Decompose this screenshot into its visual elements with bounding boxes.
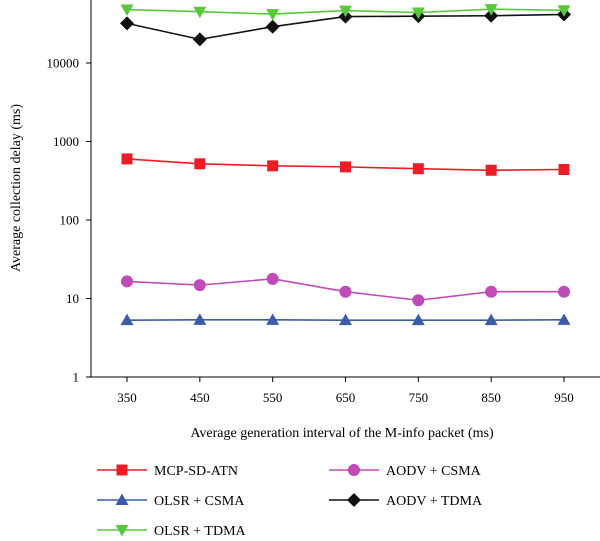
data-point: [485, 285, 498, 298]
x-tick-label: 650: [336, 390, 356, 405]
series-3: [120, 313, 571, 326]
legend-marker: [115, 525, 129, 537]
data-point: [557, 313, 571, 325]
legend-marker: [347, 493, 361, 507]
y-ticks: 1 10 100 1000 10000: [47, 56, 91, 385]
legend-marker: [116, 464, 128, 476]
data-point: [266, 313, 280, 325]
data-point: [266, 9, 280, 21]
data-point: [339, 5, 352, 18]
legend-marker: [348, 464, 360, 476]
y-tick-label: 1000: [53, 134, 79, 149]
x-ticks: 350 450 550 650 750 850 950: [117, 377, 574, 405]
legend-item: MCP-SD-ATN: [97, 464, 238, 479]
legend: MCP-SD-ATN AODV + CSMA OLSR + CSMA AODV + T…: [97, 464, 483, 539]
data-point: [266, 272, 279, 285]
legend-item: AODV + TDMA: [329, 493, 483, 509]
data-point: [120, 4, 134, 17]
x-tick-label: 850: [481, 390, 501, 405]
series-5: [120, 4, 571, 21]
series-1: [121, 153, 570, 176]
y-tick-label: 10: [66, 291, 79, 306]
y-tick-label: 1: [73, 370, 80, 385]
legend-label: AODV + TDMA: [386, 494, 483, 509]
axes: 1 10 100 1000 10000 350 450 550 650 750 850 950: [47, 0, 600, 405]
legend-marker: [115, 493, 129, 505]
data-point: [411, 7, 425, 19]
data-point: [193, 313, 207, 325]
legend-label: AODV + CSMA: [386, 464, 482, 479]
data-point: [193, 6, 207, 19]
data-point: [485, 164, 497, 176]
y-axis-title: Average collection delay (ms): [9, 104, 24, 272]
data-point: [484, 8, 499, 23]
data-point: [120, 16, 134, 31]
legend-label: OLSR + TDMA: [154, 524, 247, 539]
data-point: [484, 4, 498, 16]
data-point: [558, 285, 570, 298]
data-point: [121, 275, 133, 288]
y-tick-label: 100: [60, 213, 80, 228]
data-point: [194, 158, 206, 170]
data-point: [412, 163, 424, 175]
data-point: [339, 313, 352, 326]
x-tick-label: 350: [117, 390, 137, 405]
data-point: [120, 313, 134, 326]
data-point: [267, 160, 279, 172]
x-axis-title: Average generation interval of the M-inf…: [190, 426, 494, 441]
data-point: [484, 313, 498, 326]
data-point: [192, 32, 207, 47]
y-tick-label: 10000: [47, 56, 80, 71]
legend-label: OLSR + CSMA: [154, 494, 245, 509]
data-point: [412, 294, 425, 307]
legend-item: AODV + CSMA: [329, 464, 482, 479]
data-point: [411, 313, 425, 326]
legend-label: MCP-SD-ATN: [154, 464, 238, 479]
x-tick-label: 450: [190, 390, 210, 405]
data-point: [193, 279, 206, 292]
data-point: [265, 19, 280, 34]
x-tick-label: 550: [263, 390, 283, 405]
data-point: [558, 163, 570, 175]
x-tick-label: 750: [409, 390, 429, 405]
series-2: [121, 272, 570, 307]
data-point: [339, 285, 352, 298]
plot-area: [120, 4, 571, 326]
data-point: [121, 153, 133, 165]
data-point: [340, 161, 351, 173]
x-tick-label: 950: [554, 390, 574, 405]
legend-item: OLSR + CSMA: [97, 493, 245, 509]
data-point: [557, 5, 571, 17]
legend-item: OLSR + TDMA: [97, 524, 247, 539]
